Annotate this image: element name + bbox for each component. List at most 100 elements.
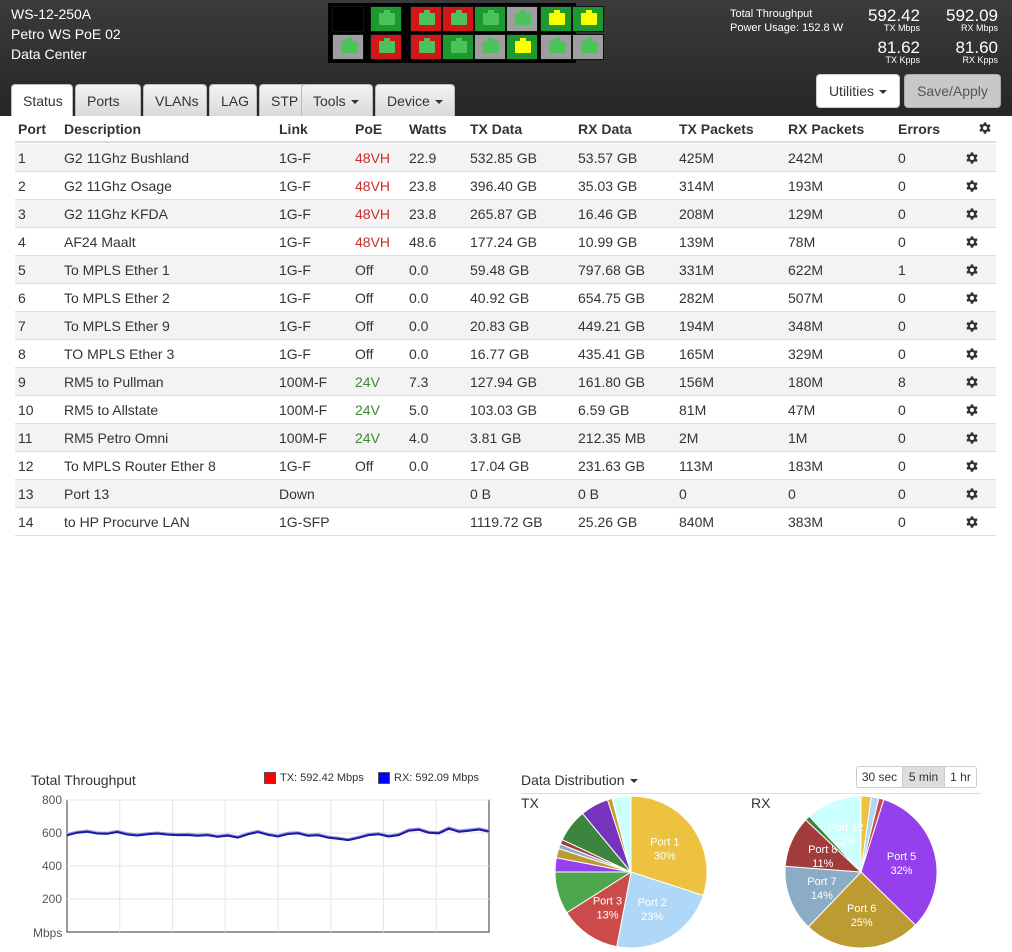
port-status-cell[interactable] [474, 6, 506, 32]
gear-icon[interactable] [965, 151, 979, 165]
header-bar: WS-12-250A Petro WS PoE 02 Data Center T… [0, 0, 1012, 116]
table-row[interactable]: 9 RM5 to Pullman 100M-F 24V 7.3 127.94 GB 161.… [15, 368, 996, 396]
tab-vlans[interactable]: VLANs [143, 84, 207, 116]
table-cell: 161.80 GB [578, 374, 645, 390]
pie-slice[interactable] [784, 865, 863, 928]
port-status-cell[interactable] [474, 34, 506, 60]
tx-pie-label: TX [521, 795, 539, 811]
gear-icon[interactable] [965, 291, 979, 305]
tab-status[interactable]: Status [11, 84, 73, 116]
tx-kpps-stat: 81.62 TX Kpps [850, 39, 920, 65]
column-header[interactable]: Port [18, 121, 46, 137]
tab-device[interactable]: Device [375, 84, 455, 116]
pie-slice[interactable] [808, 795, 862, 874]
port-status-cell[interactable] [410, 34, 442, 60]
gear-icon[interactable] [965, 179, 979, 193]
port-status-cell[interactable] [572, 34, 604, 60]
table-row[interactable]: 2 G2 11Ghz Osage 1G-F 48VH 23.8 396.40 GB 35.0… [15, 172, 996, 200]
time-30sec-button[interactable]: 30 sec [856, 766, 903, 788]
gear-icon[interactable] [965, 263, 979, 277]
tab-lag[interactable]: LAG [209, 84, 257, 116]
port-status-cell[interactable] [506, 34, 538, 60]
table-cell: 48VH [355, 234, 391, 250]
gear-icon[interactable] [965, 319, 979, 333]
table-cell: 0 [898, 486, 906, 502]
pie-slice[interactable] [611, 795, 632, 873]
table-row[interactable]: 1 G2 11Ghz Bushland 1G-F 48VH 22.9 532.85 GB 5… [15, 144, 996, 172]
port-status-cell[interactable] [370, 34, 402, 60]
pie-slice[interactable] [630, 795, 708, 897]
pie-slice[interactable] [616, 871, 704, 949]
table-row[interactable]: 10 RM5 to Allstate 100M-F 24V 5.0 103.03 GB 6.… [15, 396, 996, 424]
ethernet-port-icon [451, 38, 467, 53]
gear-icon[interactable] [965, 515, 979, 529]
port-status-cell[interactable] [410, 6, 442, 32]
column-header[interactable]: TX Packets [679, 121, 754, 137]
table-row[interactable]: 8 TO MPLS Ether 3 1G-F Off 0.0 16.77 GB 435.41… [15, 340, 996, 368]
table-row[interactable]: 6 To MPLS Ether 2 1G-F Off 0.0 40.92 GB 654.75… [15, 284, 996, 312]
gear-icon[interactable] [965, 459, 979, 473]
tab-tools[interactable]: Tools [301, 84, 373, 116]
column-header[interactable]: RX Packets [788, 121, 865, 137]
table-cell: 654.75 GB [578, 290, 645, 306]
pie-slice-percent: 12% [835, 836, 857, 848]
table-cell: Off [355, 458, 374, 474]
gear-icon[interactable] [965, 235, 979, 249]
time-1hr-button[interactable]: 1 hr [944, 766, 977, 788]
pie-slice[interactable] [860, 798, 938, 926]
pie-slice[interactable] [566, 870, 632, 948]
gear-icon[interactable] [965, 375, 979, 389]
ethernet-port-icon [419, 10, 435, 25]
ethernet-port-icon [581, 38, 597, 53]
chevron-down-icon [434, 100, 443, 105]
column-header[interactable]: Link [279, 121, 308, 137]
gear-icon[interactable] [965, 431, 979, 445]
gear-icon[interactable] [965, 207, 979, 221]
gear-icon[interactable] [965, 487, 979, 501]
column-header[interactable]: Watts [409, 121, 447, 137]
table-row[interactable]: 11 RM5 Petro Omni 100M-F 24V 4.0 3.81 GB 212.3… [15, 424, 996, 452]
table-row[interactable]: 5 To MPLS Ether 1 1G-F Off 0.0 59.48 GB 797.68… [15, 256, 996, 284]
y-tick-label: 800 [42, 793, 62, 807]
tab-ports[interactable]: Ports [75, 84, 141, 116]
table-cell: 8 [898, 374, 906, 390]
table-row[interactable]: 13 Port 13 Down 0 B 0 B 0 0 0 [15, 480, 996, 508]
table-row[interactable]: 14 to HP Procurve LAN 1G-SFP 1119.72 GB 25.2… [15, 508, 996, 536]
table-row[interactable]: 7 To MPLS Ether 9 1G-F Off 0.0 20.83 GB 449.21… [15, 312, 996, 340]
column-header[interactable]: Errors [898, 121, 941, 137]
port-status-cell[interactable] [442, 6, 474, 32]
pie-slice[interactable] [807, 871, 917, 949]
port-status-cell[interactable] [442, 34, 474, 60]
port-status-cell[interactable] [540, 6, 572, 32]
save-apply-button[interactable]: Save/Apply [904, 74, 1001, 108]
port-status-cell[interactable] [506, 6, 538, 32]
column-header[interactable]: RX Data [578, 121, 632, 137]
distribution-dropdown[interactable]: Data Distribution [521, 772, 638, 788]
table-cell: to HP Procurve LAN [64, 514, 190, 530]
distribution-title: Data Distribution [521, 772, 625, 788]
gear-icon[interactable] [965, 347, 979, 361]
table-cell: 81M [679, 402, 707, 418]
column-header[interactable]: Description [64, 121, 142, 137]
column-header[interactable]: TX Data [470, 121, 523, 137]
port-status-cell[interactable] [540, 34, 572, 60]
table-cell: 0 [898, 150, 906, 166]
table-row[interactable]: 12 To MPLS Router Ether 8 1G-F Off 0.0 17.04 … [15, 452, 996, 480]
table-cell: 0 B [578, 486, 600, 502]
table-cell: G2 11Ghz Osage [64, 178, 172, 194]
table-cell: 396.40 GB [470, 178, 537, 194]
utilities-button[interactable]: Utilities [816, 74, 900, 108]
port-status-cell[interactable] [332, 34, 364, 60]
gear-icon[interactable] [965, 403, 979, 417]
port-status-cell[interactable] [332, 6, 364, 32]
column-header[interactable]: PoE [355, 121, 383, 137]
port-status-cell[interactable] [370, 6, 402, 32]
table-cell: 265.87 GB [470, 206, 537, 222]
port-status-cell[interactable] [572, 6, 604, 32]
table-row[interactable]: 3 G2 11Ghz KFDA 1G-F 48VH 23.8 265.87 GB 16.46… [15, 200, 996, 228]
table-cell: Off [355, 262, 374, 278]
table-cell: 7.3 [409, 374, 429, 390]
gear-icon[interactable] [978, 121, 992, 135]
time-5min-button[interactable]: 5 min [902, 766, 945, 788]
table-row[interactable]: 4 AF24 Maalt 1G-F 48VH 48.6 177.24 GB 10.99 GB… [15, 228, 996, 256]
